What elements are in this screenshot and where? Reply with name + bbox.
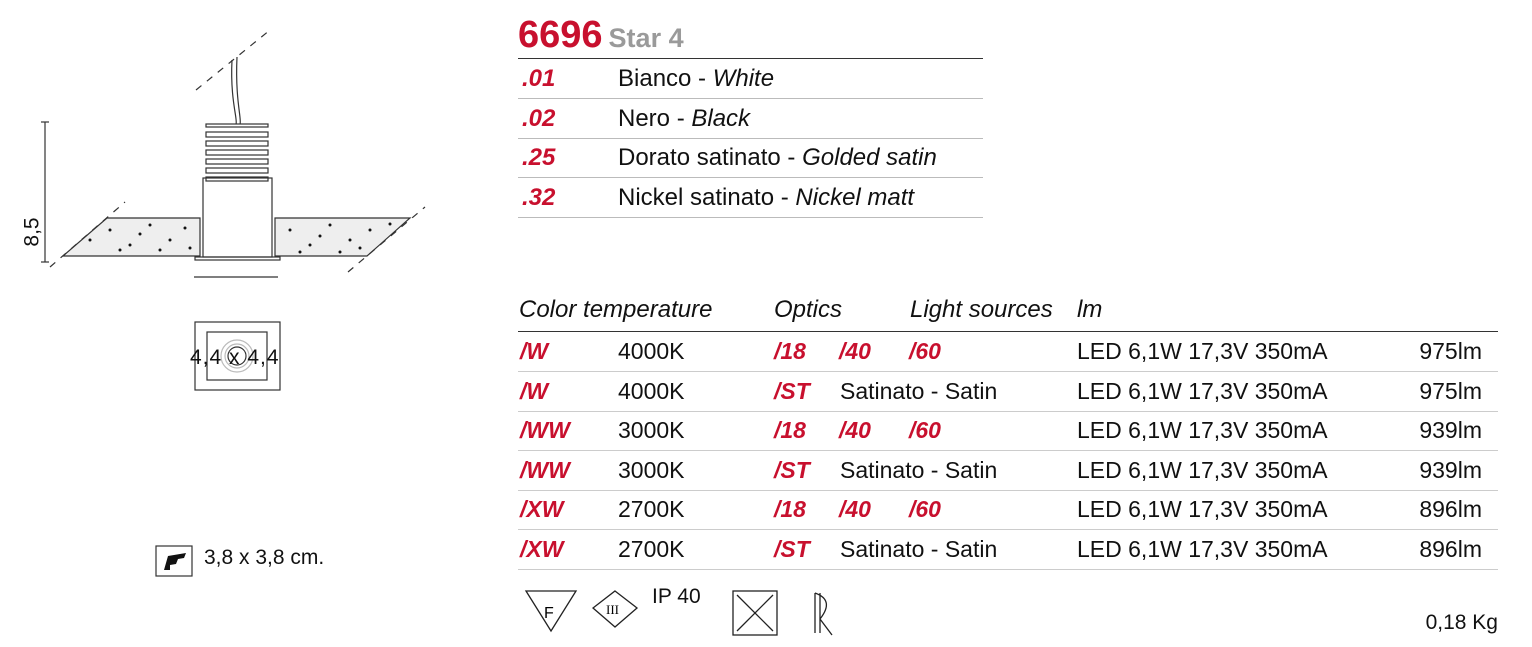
variant-code: /XW [520,496,564,523]
optic-code: /18 [774,417,806,444]
table-row: /W 4000K /18 /40 /60 LED 6,1W 17,3V 350m… [518,332,1498,372]
optic-code: /18 [774,496,806,523]
concrete-dots [88,222,392,254]
finish-name: Dorato satinato - Golded satin [618,144,937,171]
optic-code: /60 [909,496,941,523]
optic-code: /ST [774,456,810,483]
lumen: 975lm [1419,377,1482,404]
header-lm: lm [1077,296,1103,323]
weight: 0,18 Kg [1425,611,1498,634]
optic-code: /40 [839,496,871,523]
table-row: /WW 3000K /18 /40 /60 LED 6,1W 17,3V 350… [518,411,1498,452]
finish-code: .32 [522,183,556,211]
optic-code: /40 [839,338,871,364]
optic-code: /60 [909,338,941,364]
variant-code: /XW [520,536,564,562]
color-temperature: 2700K [618,496,685,523]
certification-symbols: F III [524,590,833,636]
variant-code: /WW [520,417,570,444]
cutout-icon [164,553,186,570]
color-temperature: 3000K [618,456,685,483]
optic-description: Satinato - Satin [840,456,998,483]
cutout-dimension: 3,8 x 3,8 cm. [204,546,325,569]
finish-row: .32 Nickel satinato - Nickel matt [518,178,983,218]
optic-code: /ST [774,377,810,404]
finish-row: .02 Nero - Black [518,99,983,139]
finish-name: Bianco - White [618,65,775,92]
optic-code: /ST [774,536,810,562]
f-triangle-icon [524,590,578,633]
optic-code: /60 [909,417,941,444]
finish-code: .01 [522,65,556,92]
finish-name: Nero - Black [618,104,751,132]
color-temperature: 3000K [618,417,685,444]
color-temperature: 4000K [618,377,685,404]
optic-code: /40 [839,417,871,444]
class-iii-icon [591,590,639,628]
light-source: LED 6,1W 17,3V 350mA [1077,456,1328,483]
product-title: 6696 Star 4 [518,14,684,56]
variant-code: /WW [520,456,570,483]
finish-code: .25 [522,144,556,171]
table-row: /W 4000K /ST Satinato - Satin LED 6,1W 1… [518,372,1498,412]
header-light-sources: Light sources [910,296,1053,323]
svg-text:F: F [544,605,554,622]
header-optics: Optics [774,296,843,323]
svg-text:III: III [606,602,619,617]
optic-description: Satinato - Satin [840,377,998,404]
light-source: LED 6,1W 17,3V 350mA [1077,338,1328,364]
lumen: 939lm [1419,417,1482,444]
height-dimension: 8,5 [20,217,44,247]
light-source: LED 6,1W 17,3V 350mA [1077,536,1328,562]
finish-row: .01 Bianco - White [518,59,983,99]
table-row: /XW 2700K /18 /40 /60 LED 6,1W 17,3V 350… [518,490,1498,531]
header-color-temperature: Color temperature [519,296,713,323]
recessed-icon [814,592,833,636]
finish-row: .25 Dorato satinato - Golded satin [518,138,983,178]
lumen: 896lm [1419,496,1482,523]
light-source: LED 6,1W 17,3V 350mA [1077,496,1328,523]
width-dimension: 4,4 x 4,4 [190,346,280,369]
optic-code: /18 [774,338,806,364]
no-insulation-cover-icon [732,590,778,636]
optic-description: Satinato - Satin [840,536,998,562]
ip-rating: IP 40 [652,585,701,608]
finish-name: Nickel satinato - Nickel matt [618,183,915,211]
finish-code: .02 [522,104,556,132]
variant-code: /W [520,377,549,404]
lumen: 975lm [1419,338,1482,364]
lumen: 896lm [1419,536,1482,562]
product-drawing [41,29,426,577]
color-temperature: 2700K [618,536,685,562]
heatsink-fins [205,123,269,182]
light-source: LED 6,1W 17,3V 350mA [1077,377,1328,404]
table-row: /WW 3000K /ST Satinato - Satin LED 6,1W … [518,451,1498,491]
table-row: /XW 2700K /ST Satinato - Satin LED 6,1W … [518,530,1498,570]
color-temperature: 4000K [618,338,685,364]
light-source: LED 6,1W 17,3V 350mA [1077,417,1328,444]
lumen: 939lm [1419,456,1482,483]
variant-code: /W [520,338,549,364]
